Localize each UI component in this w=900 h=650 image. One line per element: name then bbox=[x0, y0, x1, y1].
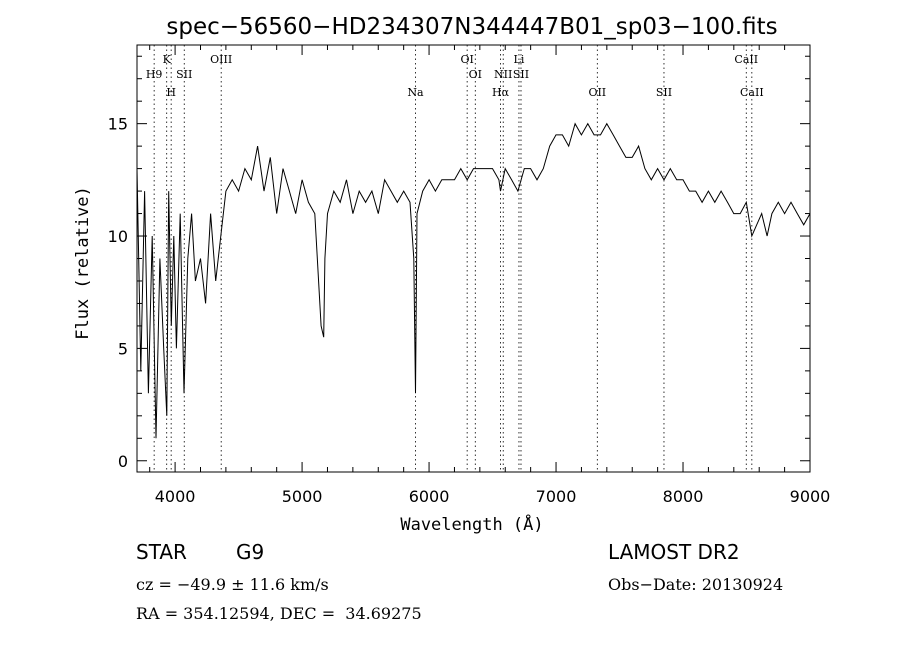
spectral-line-label-5: Na bbox=[407, 86, 424, 99]
object-type: STAR bbox=[136, 540, 187, 564]
spectral-line-label-8: NII bbox=[494, 68, 512, 81]
x-axis-label: Wavelength (Å) bbox=[400, 513, 543, 535]
spectral-line-label-10: Li bbox=[514, 53, 525, 66]
y-tick-label-1: 5 bbox=[118, 339, 128, 358]
redshift-cz: cz = −49.9 ± 11.6 km/s bbox=[136, 575, 329, 594]
spectral-line-label-0: H9 bbox=[146, 68, 163, 81]
spectral-line-label-13: SII bbox=[656, 86, 672, 99]
spectral-line-markers bbox=[153, 45, 753, 472]
subclass: G9 bbox=[236, 540, 265, 564]
spectral-line-label-15: CaII bbox=[740, 86, 764, 99]
spectral-line-label-4: OIII bbox=[210, 53, 232, 66]
spectral-line-label-14: CaII bbox=[734, 53, 758, 66]
plot-frame bbox=[136, 44, 811, 473]
spectrum-line-0 bbox=[136, 122, 811, 439]
spectral-line-label-12: OII bbox=[588, 86, 606, 99]
x-tick-label-4: 8000 bbox=[663, 487, 704, 506]
x-tick-label-0: 4000 bbox=[155, 487, 196, 506]
spectral-line-label-6: OI bbox=[460, 53, 473, 66]
spectral-line-label-3: SII bbox=[176, 68, 192, 81]
sky-coordinates: RA = 354.12594, DEC = 34.69275 bbox=[136, 604, 422, 623]
spectral-line-label-11: SII bbox=[513, 68, 529, 81]
x-tick-label-1: 5000 bbox=[282, 487, 323, 506]
survey-name: LAMOST DR2 bbox=[608, 540, 740, 564]
x-tick-label-2: 6000 bbox=[409, 487, 450, 506]
x-tick-label-5: 9000 bbox=[790, 487, 831, 506]
spectral-line-label-2: H bbox=[166, 86, 176, 99]
observation-date: Obs−Date: 20130924 bbox=[608, 575, 784, 594]
spectral-line-label-9: Hα bbox=[492, 86, 510, 99]
spectral-line-label-1: K bbox=[163, 53, 172, 66]
chart-title: spec−56560−HD234307N344447B01_sp03−100.f… bbox=[166, 14, 777, 40]
y-axis-label: Flux (relative) bbox=[73, 186, 93, 340]
y-tick-label-2: 10 bbox=[108, 227, 128, 246]
y-tick-label-3: 15 bbox=[108, 115, 128, 134]
plot-axes: 4000 5000 6000 7000 8000 9000 0 5 10 15 bbox=[108, 44, 831, 506]
spectrum-series bbox=[136, 122, 811, 439]
spectral-line-label-7: OI bbox=[469, 68, 482, 81]
x-tick-label-3: 7000 bbox=[536, 487, 577, 506]
y-tick-label-0: 0 bbox=[118, 452, 128, 471]
